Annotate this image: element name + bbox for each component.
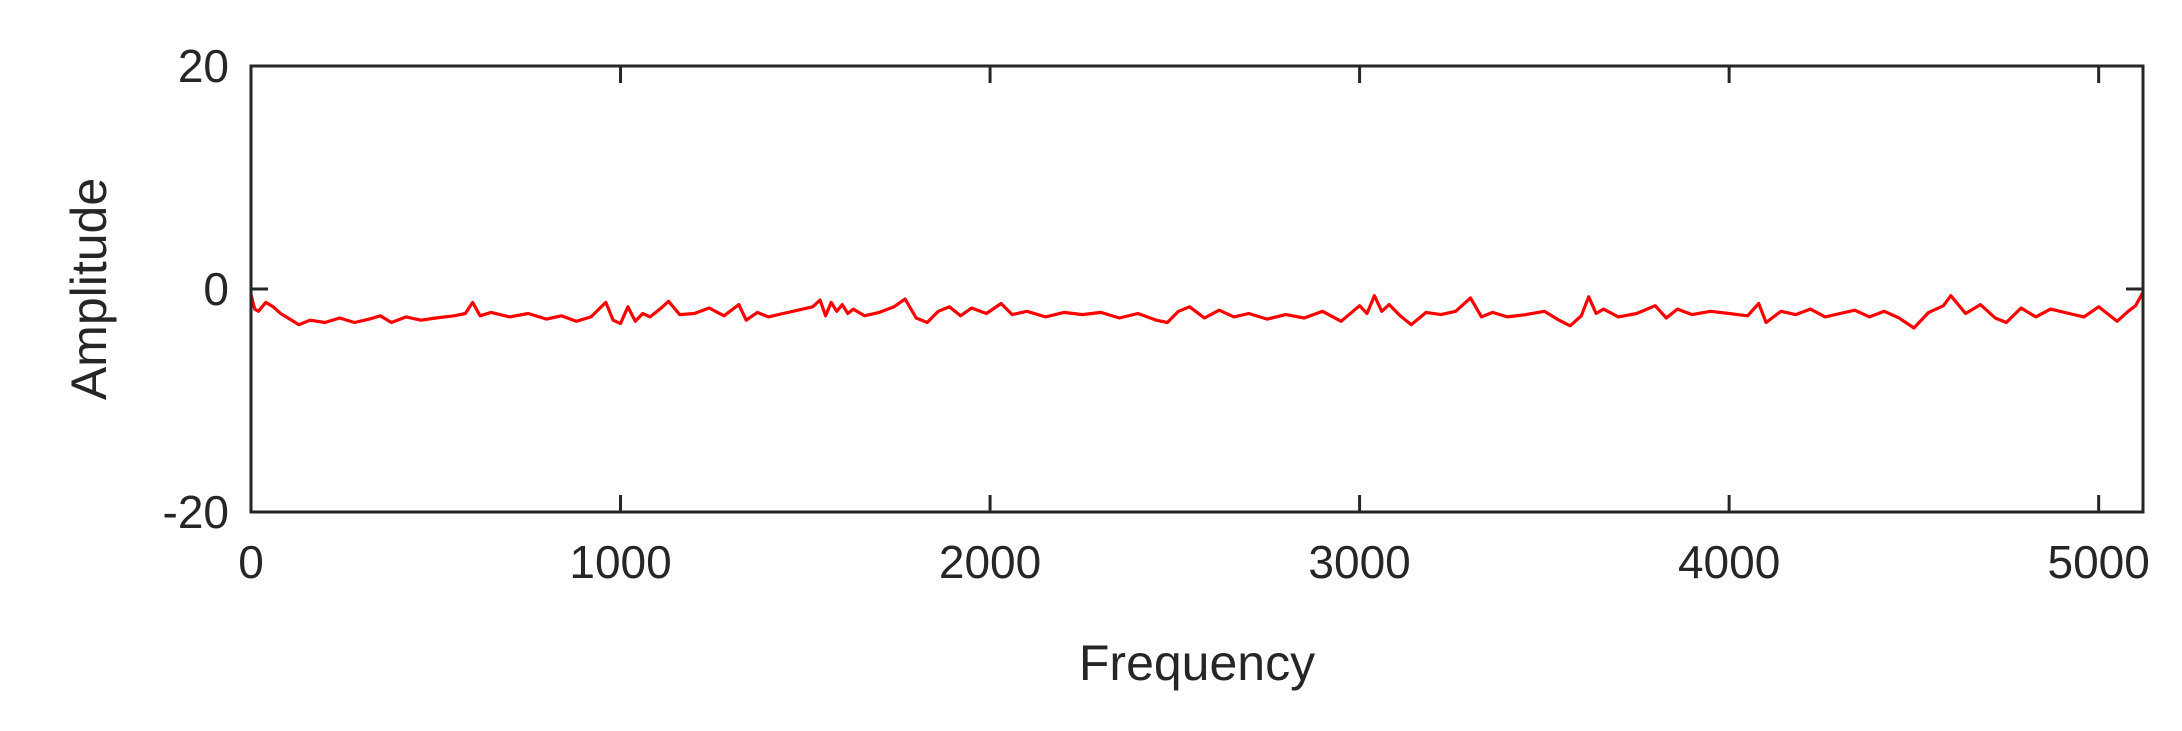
axis-ticks <box>249 64 2143 514</box>
y-tick-label: -20 <box>163 486 229 538</box>
plot-frame <box>249 64 2145 514</box>
x-tick-label: 4000 <box>1678 536 1780 588</box>
x-tick-label: 2000 <box>939 536 1041 588</box>
x-tick-label: 5000 <box>2047 536 2149 588</box>
y-tick-label: 0 <box>203 263 229 315</box>
x-tick-label: 0 <box>238 536 264 588</box>
series-line <box>249 291 2145 330</box>
x-tick-label: 1000 <box>569 536 671 588</box>
y-tick-label: 20 <box>178 40 229 92</box>
y-axis-label: Amplitude <box>61 178 117 400</box>
x-axis-label: Frequency <box>1079 635 1315 691</box>
x-tick-label: 3000 <box>1308 536 1410 588</box>
series-group <box>249 291 2145 330</box>
